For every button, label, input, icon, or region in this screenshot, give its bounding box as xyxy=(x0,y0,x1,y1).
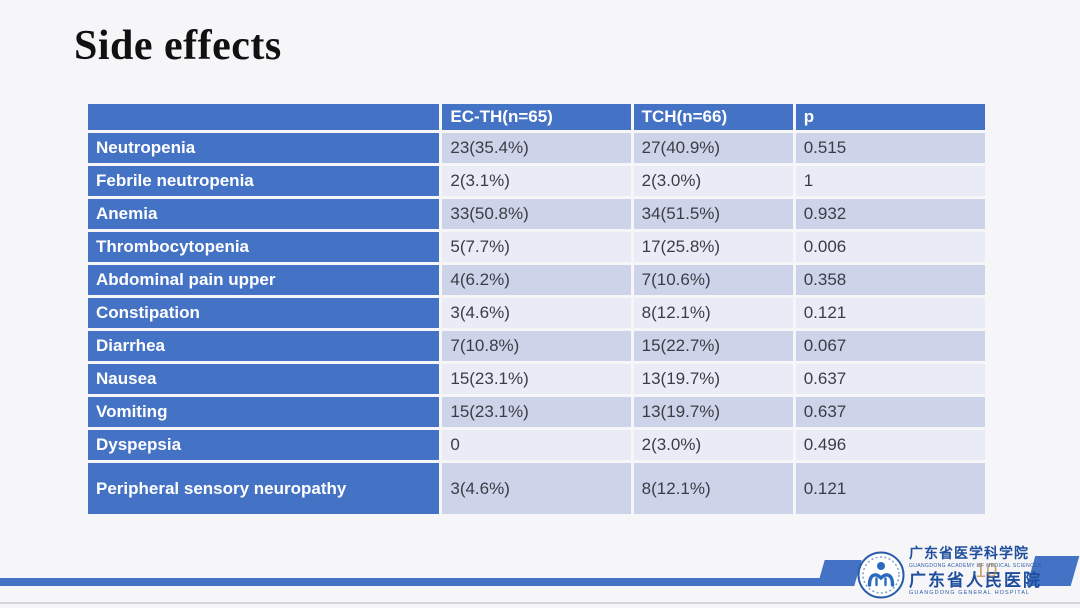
slide-title: Side effects xyxy=(74,23,282,69)
table-cell: 15(23.1%) xyxy=(442,397,631,427)
table-row: Dyspepsia 0 2(3.0%) 0.496 xyxy=(88,430,985,460)
page-number: 10 xyxy=(975,560,998,582)
table-cell: 2(3.0%) xyxy=(633,166,793,196)
table-cell: 0.932 xyxy=(795,199,985,229)
column-header: EC-TH(n=65) xyxy=(442,104,631,130)
row-label: Neutropenia xyxy=(88,133,440,163)
table-cell: 27(40.9%) xyxy=(633,133,793,163)
column-header: TCH(n=66) xyxy=(633,104,793,130)
table-cell: 23(35.4%) xyxy=(442,133,631,163)
table-cell: 0.006 xyxy=(795,232,985,262)
table-cell: 0.121 xyxy=(795,298,985,328)
table-cell: 13(19.7%) xyxy=(633,364,793,394)
row-label: Diarrhea xyxy=(88,331,440,361)
table-row: Thrombocytopenia 5(7.7%) 17(25.8%) 0.006 xyxy=(88,232,985,262)
table-cell: 0.496 xyxy=(795,430,985,460)
footer-accent-bar xyxy=(0,578,846,586)
hospital-logo-icon xyxy=(857,551,905,604)
table-cell: 33(50.8%) xyxy=(442,199,631,229)
table-row: Febrile neutropenia 2(3.1%) 2(3.0%) 1 xyxy=(88,166,985,196)
org-name-cn-academy: 广东省医学科学院 xyxy=(909,547,1029,562)
table-body: Neutropenia 23(35.4%) 27(40.9%) 0.515 Febril… xyxy=(88,133,985,514)
table-row: Neutropenia 23(35.4%) 27(40.9%) 0.515 xyxy=(88,133,985,163)
table-header-row: EC-TH(n=65) TCH(n=66) p xyxy=(88,104,985,130)
row-label: Nausea xyxy=(88,364,440,394)
table-cell: 1 xyxy=(795,166,985,196)
table-cell: 0.358 xyxy=(795,265,985,295)
row-label: Peripheral sensory neuropathy xyxy=(88,463,440,514)
table-cell: 0.121 xyxy=(795,463,985,514)
table-row: Diarrhea 7(10.8%) 15(22.7%) 0.067 xyxy=(88,331,985,361)
table-cell: 0 xyxy=(442,430,631,460)
table-row: Vomiting 15(23.1%) 13(19.7%) 0.637 xyxy=(88,397,985,427)
column-header: p xyxy=(795,104,985,130)
table-cell: 5(7.7%) xyxy=(442,232,631,262)
table-row: Constipation 3(4.6%) 8(12.1%) 0.121 xyxy=(88,298,985,328)
table-cell: 15(22.7%) xyxy=(633,331,793,361)
row-label: Thrombocytopenia xyxy=(88,232,440,262)
hospital-name-block: 广东省医学科学院 GUANGDONG ACADEMY OF MEDICAL SC… xyxy=(909,548,1059,597)
table-cell: 34(51.5%) xyxy=(633,199,793,229)
table-cell: 17(25.8%) xyxy=(633,232,793,262)
table-cell: 4(6.2%) xyxy=(442,265,631,295)
table-cell: 8(12.1%) xyxy=(633,463,793,514)
table-cell: 0.067 xyxy=(795,331,985,361)
footer-left-parallelogram xyxy=(817,560,862,586)
table-cell: 2(3.1%) xyxy=(442,166,631,196)
row-label: Vomiting xyxy=(88,397,440,427)
side-effects-table: EC-TH(n=65) TCH(n=66) p Neutropenia 23(35.4… xyxy=(85,101,988,517)
table-cell: 0.637 xyxy=(795,397,985,427)
org-name-en-hospital: GUANGDONG GENERAL HOSPITAL xyxy=(909,590,1031,596)
row-label: Anemia xyxy=(88,199,440,229)
table-cell: 3(4.6%) xyxy=(442,463,631,514)
row-label: Dyspepsia xyxy=(88,430,440,460)
table-cell: 7(10.6%) xyxy=(633,265,793,295)
table-row: Nausea 15(23.1%) 13(19.7%) 0.637 xyxy=(88,364,985,394)
table-cell: 15(23.1%) xyxy=(442,364,631,394)
table-cell: 2(3.0%) xyxy=(633,430,793,460)
table-cell: 0.637 xyxy=(795,364,985,394)
bottom-divider xyxy=(0,602,1080,604)
org-name-cn-hospital: 广东省人民医院 xyxy=(909,571,1042,590)
row-label: Constipation xyxy=(88,298,440,328)
column-header xyxy=(88,104,440,130)
row-label: Abdominal pain upper xyxy=(88,265,440,295)
row-label: Febrile neutropenia xyxy=(88,166,440,196)
table-row: Abdominal pain upper 4(6.2%) 7(10.6%) 0.358 xyxy=(88,265,985,295)
table-row: Anemia 33(50.8%) 34(51.5%) 0.932 xyxy=(88,199,985,229)
table-cell: 0.515 xyxy=(795,133,985,163)
org-name-en-academy: GUANGDONG ACADEMY OF MEDICAL SCIENCES xyxy=(909,563,1042,569)
table-row: Peripheral sensory neuropathy 3(4.6%) 8(12… xyxy=(88,463,985,514)
table-cell: 7(10.8%) xyxy=(442,331,631,361)
table-cell: 13(19.7%) xyxy=(633,397,793,427)
table-cell: 8(12.1%) xyxy=(633,298,793,328)
table-cell: 3(4.6%) xyxy=(442,298,631,328)
